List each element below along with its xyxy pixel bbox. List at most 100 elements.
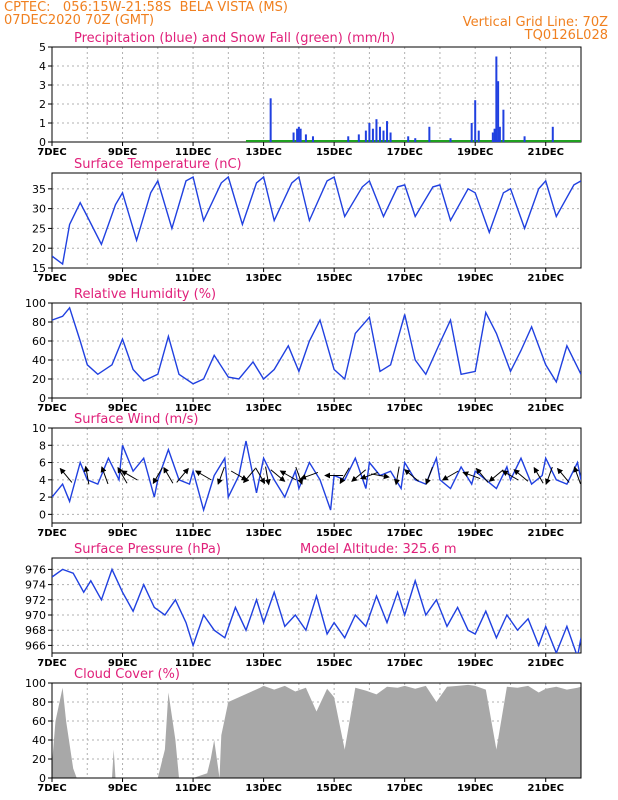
wind-arrow (351, 469, 367, 482)
cloud-title: Cloud Cover (%) (74, 667, 180, 682)
pressure-xtick-label: 7DEC (37, 658, 66, 669)
wind-series-line (52, 440, 581, 513)
precip-xtick-label: 11DEC (175, 147, 211, 158)
pressure-xtick-label: 13DEC (245, 658, 281, 669)
precip-title: Precipitation (blue) and Snow Fall (gree… (74, 31, 395, 46)
pressure-ytick-label: 970 (25, 609, 46, 622)
wind-xtick-label: 11DEC (175, 528, 211, 539)
cloud-xtick-label: 7DEC (37, 783, 66, 794)
wind-arrow (371, 473, 390, 480)
wind-arrow (475, 467, 489, 483)
cloud-xtick-label: 21DEC (528, 783, 564, 794)
wind-arrow (255, 467, 266, 485)
pressure-xtick-label: 15DEC (316, 658, 352, 669)
wind-ytick-label: 2 (39, 491, 46, 504)
pressure-ytick-label: 974 (25, 579, 46, 592)
rh-xtick-label: 17DEC (386, 403, 422, 414)
precip-bar (495, 56, 498, 142)
temp-frame (51, 172, 582, 269)
precip-bar (470, 123, 473, 142)
precip-bar (347, 136, 350, 142)
precip-bar (269, 98, 272, 142)
wind-arrow (152, 467, 163, 485)
rh-ytick-label: 60 (32, 335, 46, 348)
wind-frame (51, 427, 582, 524)
wind-arrow (194, 470, 212, 481)
precip-bar (371, 128, 374, 142)
precip-bar (378, 126, 381, 142)
wind-arrow (360, 471, 379, 480)
wind-ytick-label: 6 (39, 457, 46, 470)
pressure-xtick-label: 11DEC (175, 658, 211, 669)
temp-xtick-label: 19DEC (457, 273, 493, 284)
precip-ytick-label: 2 (39, 98, 46, 111)
temp-ytick-label: 15 (32, 262, 46, 275)
rh-ytick-label: 20 (32, 373, 46, 386)
pressure-frame (51, 557, 582, 654)
rh-xtick-label: 13DEC (245, 403, 281, 414)
wind-arrow (270, 469, 286, 482)
temp-xtick-label: 17DEC (386, 273, 422, 284)
precip-bar (497, 81, 500, 142)
wind-arrow (404, 469, 419, 482)
wind-arrow (441, 470, 459, 481)
temp-title: Surface Temperature (nC) (74, 157, 242, 172)
precip-bar (551, 126, 554, 142)
rh-plot-area (52, 303, 581, 398)
pressure-ytick-label: 966 (25, 639, 46, 652)
rh-ytick-label: 0 (39, 392, 46, 405)
wind-arrow (100, 466, 109, 485)
wind-arrow (533, 466, 544, 484)
wind-arrow (573, 466, 582, 485)
wind-arrow (243, 468, 256, 484)
cloud-xtick-label: 19DEC (457, 783, 493, 794)
precip-xtick-label: 9DEC (108, 147, 137, 158)
wind-arrow (545, 466, 553, 485)
precip-bar (364, 130, 367, 142)
rh-xtick-label: 7DEC (37, 403, 66, 414)
pressure-ytick-label: 972 (25, 594, 46, 607)
precip-bar (382, 130, 385, 142)
precip-bar (414, 138, 417, 142)
pressure-xtick-label: 9DEC (108, 658, 137, 669)
precip-xtick-label: 7DEC (37, 147, 66, 158)
pressure-ytick-label: 968 (25, 624, 46, 637)
temp-xtick-label: 21DEC (528, 273, 564, 284)
rh-title: Relative Humidity (%) (74, 287, 216, 302)
header-station: CPTEC: 056:15W-21:58S BELA VISTA (MS) (4, 0, 288, 15)
precip-bar (299, 128, 302, 142)
wind-arrow (279, 470, 297, 481)
cloud-ytick-label: 80 (32, 696, 46, 709)
cloud-xtick-label: 15DEC (316, 783, 352, 794)
wind-arrow (513, 469, 529, 482)
cloud-xtick-label: 9DEC (108, 783, 137, 794)
wind-ytick-label: 10 (32, 422, 46, 435)
wind-arrow (120, 470, 138, 481)
rh-ytick-label: 40 (32, 354, 46, 367)
precip-bar (375, 119, 378, 142)
header-model-code: TQ0126L028 (524, 28, 608, 43)
rh-xtick-label: 19DEC (457, 403, 493, 414)
pressure-xtick-label: 17DEC (386, 658, 422, 669)
temp-ytick-label: 30 (32, 203, 46, 216)
cloud-xtick-label: 17DEC (386, 783, 422, 794)
precip-bar (428, 126, 431, 142)
header-grid-line: Vertical Grid Line: 70Z (462, 15, 608, 30)
rh-xtick-label: 11DEC (175, 403, 211, 414)
cloud-ytick-label: 0 (39, 772, 46, 785)
precip-xtick-label: 13DEC (245, 147, 281, 158)
precip-plot-area (52, 47, 581, 142)
precip-xtick-label: 17DEC (386, 147, 422, 158)
wind-plot-area (52, 428, 581, 523)
rh-xtick-label: 9DEC (108, 403, 137, 414)
precip-xtick-label: 15DEC (316, 147, 352, 158)
rh-ytick-label: 100 (25, 297, 46, 310)
cloud-xtick-label: 13DEC (245, 783, 281, 794)
precip-bar (386, 121, 389, 142)
cloud-xtick-label: 11DEC (175, 783, 211, 794)
precip-xtick-label: 19DEC (457, 147, 493, 158)
precip-xtick-label: 21DEC (528, 147, 564, 158)
temp-ytick-label: 35 (32, 183, 46, 196)
temp-ytick-label: 25 (32, 222, 46, 235)
cloud-ytick-label: 20 (32, 753, 46, 766)
